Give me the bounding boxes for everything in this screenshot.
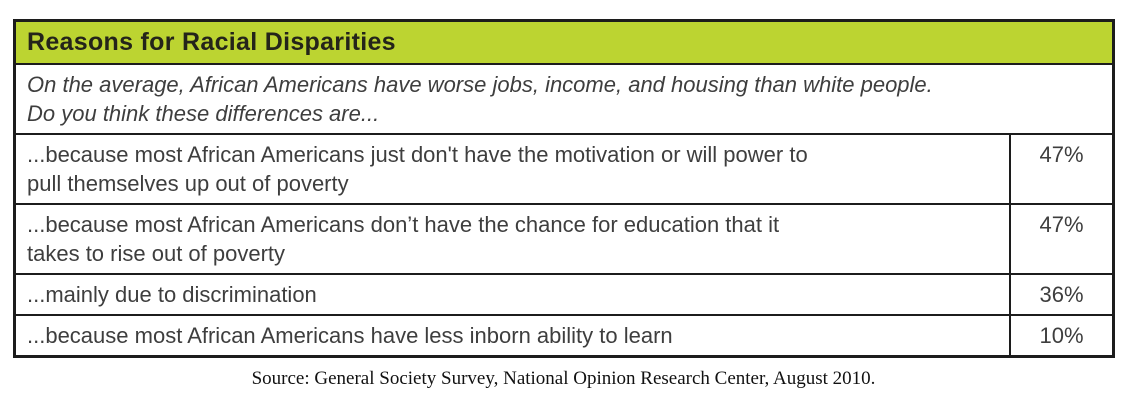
table-row: ...because most African Americans have l… [16,316,1112,355]
percent-cell: 36% [1009,275,1112,314]
survey-table-figure: Reasons for Racial Disparities On the av… [13,19,1115,358]
reason-cell: ...because most African Americans don’t … [27,212,780,266]
percent-cell: 47% [1009,135,1112,203]
question-row: On the average, African Americans have w… [16,65,1112,135]
reason-cell: ...mainly due to discrimination [27,282,317,307]
percent-cell: 10% [1009,316,1112,355]
table-row: ...because most African Americans just d… [16,135,1112,205]
reason-cell: ...because most African Americans have l… [27,323,673,348]
question-text: On the average, African Americans have w… [27,72,933,126]
table-title: Reasons for Racial Disparities [27,28,396,56]
reason-cell: ...because most African Americans just d… [27,142,808,196]
percent-cell: 47% [1009,205,1112,273]
table-row: ...because most African Americans don’t … [16,205,1112,275]
source-caption: Source: General Society Survey, National… [251,368,876,389]
table-header: Reasons for Racial Disparities [16,22,1112,65]
table-row: ...mainly due to discrimination 36% [16,275,1112,316]
